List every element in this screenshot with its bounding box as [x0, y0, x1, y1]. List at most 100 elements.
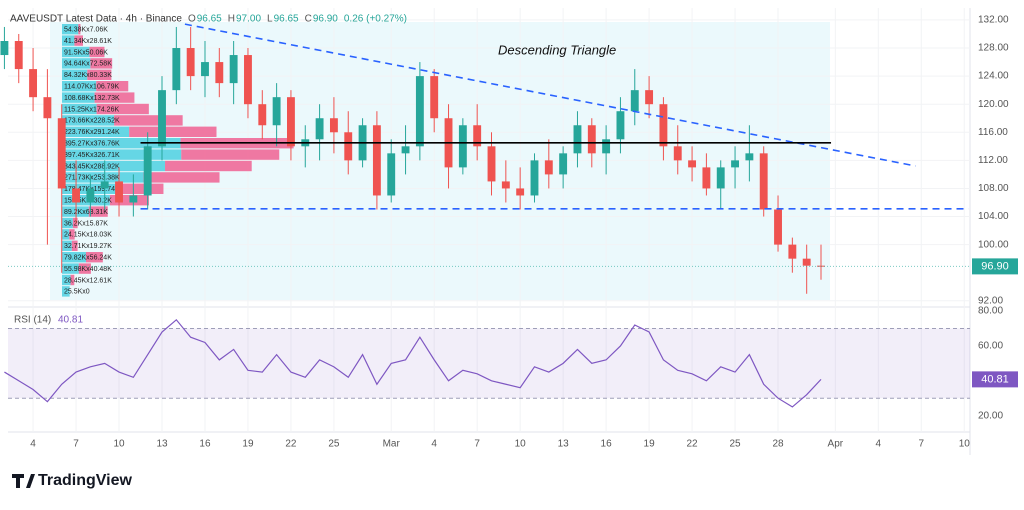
y-tick-label: 112.00 [978, 155, 1008, 166]
x-tick-label: 25 [729, 439, 741, 450]
ohlc-value: 97.00 [236, 14, 261, 25]
candle-body [244, 55, 252, 105]
profile-label: 32.71Kx19.27K [64, 243, 112, 250]
candle-body [516, 188, 525, 196]
profile-down [85, 252, 103, 263]
profile-up [62, 229, 70, 240]
candle-body [229, 55, 238, 84]
candle-body [115, 181, 123, 203]
ohlc-value: 96.65 [274, 14, 299, 25]
candle-body [387, 153, 396, 196]
x-tick-label: 25 [328, 439, 340, 450]
x-tick-label: 19 [242, 439, 254, 450]
rsi-value: 40.81 [58, 315, 83, 326]
y-tick-label: 124.00 [978, 71, 1009, 82]
logo-icon [12, 474, 35, 488]
logo-text: TradingView [38, 472, 133, 489]
x-tick-label: 4 [431, 439, 437, 450]
profile-up [62, 103, 97, 115]
candle-body [401, 146, 410, 154]
profile-up [62, 240, 72, 251]
candle-body [272, 97, 281, 126]
profile-label: 55.98Kx40.48K [64, 266, 112, 273]
profile-label: 28.45Kx12.61K [64, 277, 112, 284]
rsi-line [4, 318, 822, 408]
candle-body [745, 153, 754, 161]
candle-body [430, 76, 439, 119]
candle-body [630, 90, 639, 112]
profile-up [62, 46, 90, 58]
x-tick-label: 22 [687, 439, 699, 450]
profile-label: 89.2Kx63.31K [64, 209, 108, 216]
candle-body [315, 118, 324, 140]
candle-body [559, 153, 568, 175]
candle-body [702, 167, 711, 189]
candle-body [372, 125, 381, 196]
ohlc-key: O [188, 14, 196, 25]
profile-label: 115.25Kx174.26K [64, 106, 119, 113]
y-tick-label: 100.00 [978, 239, 1009, 250]
profile-down [115, 183, 164, 194]
y-tick-label: 104.00 [978, 211, 1009, 222]
candle-body [759, 153, 768, 210]
profile-up [62, 252, 86, 263]
profile-up [62, 286, 70, 297]
profile-up [62, 172, 144, 183]
candle-body [329, 118, 338, 133]
candle-body [645, 90, 654, 105]
candle-body [143, 146, 152, 196]
rsi-tick-label: 80.00 [978, 306, 1003, 317]
ohlc-value: 96.90 [313, 14, 338, 25]
y-tick-label: 92.00 [978, 295, 1003, 306]
profile-down [88, 206, 108, 217]
last-price-label: 96.90 [981, 260, 1009, 272]
change: 0.26 (+0.27%) [344, 14, 407, 25]
candle-body [201, 62, 209, 77]
profile-up [62, 58, 91, 69]
x-tick-label: 4 [876, 439, 882, 450]
candle-body [29, 69, 38, 98]
candle-body [158, 90, 166, 147]
profile-label: 94.64Kx72.58K [64, 61, 112, 68]
x-tick-label: 16 [199, 439, 211, 450]
x-tick-label: 13 [558, 439, 570, 450]
candle-body [14, 41, 23, 70]
profile-down [94, 92, 135, 103]
candle-body [129, 195, 138, 203]
candle-body [344, 132, 353, 161]
candle-body [172, 48, 181, 91]
profile-down [69, 229, 75, 240]
profile-down [181, 149, 280, 160]
profile-up [62, 138, 181, 149]
candle-body [716, 167, 725, 189]
candle-body [673, 146, 682, 161]
y-tick-label: 120.00 [978, 99, 1009, 110]
candle-body [688, 160, 697, 168]
candle-body [530, 160, 539, 196]
profile-up [62, 217, 73, 229]
profile-up [62, 69, 88, 80]
candle-body [186, 48, 195, 77]
profile-down [165, 160, 252, 172]
candle-body [287, 97, 295, 147]
x-tick-label: 13 [156, 439, 168, 450]
candle-body [458, 125, 467, 168]
profile-down [78, 24, 81, 35]
candle-body [587, 125, 596, 154]
profile-down [96, 103, 149, 115]
ohlc-value: 96.65 [197, 14, 222, 25]
x-tick-label: 7 [474, 439, 480, 450]
profile-label: 173.66Kx228.52K [64, 118, 120, 125]
candle-body [501, 181, 510, 189]
candle-body [72, 188, 80, 203]
profile-label: 395.27Kx376.76K [64, 141, 120, 148]
profile-label: 114.07Kx106.79K [64, 84, 119, 91]
ohlc-key: H [228, 14, 235, 25]
candle-body [788, 244, 797, 259]
y-tick-label: 128.00 [978, 43, 1009, 54]
profile-down [87, 69, 112, 80]
candle-body [573, 125, 582, 154]
profile-label: 24.15Kx18.03K [64, 232, 112, 239]
profile-up [62, 24, 79, 35]
profile-label: 79.82Kx56.24K [64, 255, 112, 262]
